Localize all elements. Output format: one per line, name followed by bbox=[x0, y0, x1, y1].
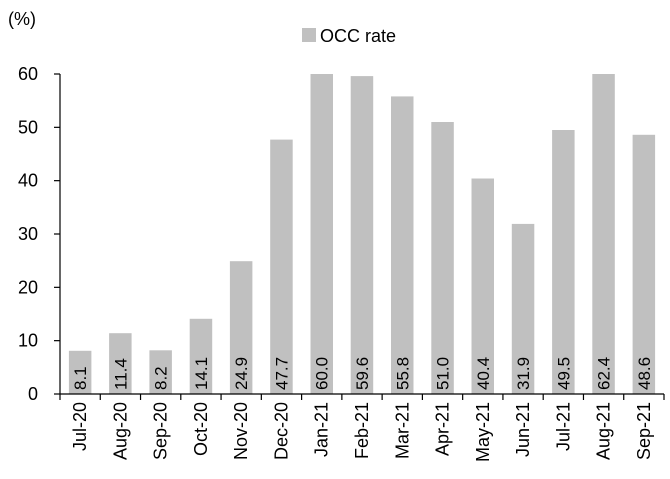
data-label-oct-20: 14.1 bbox=[192, 357, 211, 390]
bar-jul-20 bbox=[68, 350, 92, 394]
bar-sep-21 bbox=[632, 134, 656, 395]
data-label-sep-21: 48.6 bbox=[635, 357, 654, 390]
bar-oct-20 bbox=[189, 318, 213, 394]
x-tick-label: Apr-21 bbox=[433, 402, 453, 456]
x-tick-label: Jul-21 bbox=[553, 402, 573, 451]
data-label-sep-20: 8.2 bbox=[152, 366, 171, 390]
y-tick-label: 20 bbox=[18, 277, 38, 297]
bar-dec-20 bbox=[270, 139, 293, 394]
x-tick-label: May-21 bbox=[473, 402, 493, 462]
y-axis-unit-label: (%) bbox=[8, 9, 36, 29]
data-label-jul-20: 8.1 bbox=[71, 366, 90, 390]
data-label-mar-21: 55.8 bbox=[393, 357, 412, 390]
bar-nov-20 bbox=[229, 261, 253, 394]
x-tick-label: Oct-20 bbox=[191, 402, 211, 456]
bar-aug-20 bbox=[109, 333, 132, 394]
x-tick-label: Aug-20 bbox=[110, 402, 130, 460]
x-tick-label: Jul-20 bbox=[70, 402, 90, 451]
y-tick-label: 30 bbox=[18, 224, 38, 244]
data-label-jun-21: 31.9 bbox=[514, 357, 533, 390]
y-tick-label: 60 bbox=[18, 64, 38, 84]
x-tick-label: Mar-21 bbox=[392, 402, 412, 459]
bar-apr-21 bbox=[431, 122, 454, 394]
bar-aug-21 bbox=[592, 74, 615, 394]
bar-may-21 bbox=[471, 178, 494, 394]
x-tick-label: Aug-21 bbox=[594, 402, 614, 460]
legend-label: OCC rate bbox=[320, 26, 396, 46]
bar-jun-21 bbox=[511, 223, 535, 394]
data-label-feb-21: 59.6 bbox=[353, 357, 372, 390]
data-label-jan-21: 60.0 bbox=[313, 357, 332, 390]
x-tick-label: Dec-20 bbox=[272, 402, 292, 460]
y-tick-label: 40 bbox=[18, 171, 38, 191]
data-label-may-21: 40.4 bbox=[474, 357, 493, 390]
data-label-apr-21: 51.0 bbox=[434, 357, 453, 390]
x-tick-label: Sep-21 bbox=[634, 402, 654, 460]
bar-jan-21 bbox=[310, 74, 333, 394]
legend-swatch bbox=[302, 28, 316, 42]
y-tick-label: 50 bbox=[18, 117, 38, 137]
x-tick-label: Jan-21 bbox=[312, 402, 332, 457]
x-tick-label: Nov-20 bbox=[231, 402, 251, 460]
bar-sep-20 bbox=[149, 350, 172, 394]
y-axis: 0 10 20 30 40 50 60 bbox=[18, 64, 61, 404]
bar-feb-21 bbox=[350, 76, 374, 394]
y-tick-label: 0 bbox=[28, 384, 38, 404]
x-tick-label: Jun-21 bbox=[513, 402, 533, 457]
data-label-jul-21: 49.5 bbox=[554, 357, 573, 390]
x-tick-label: Feb-21 bbox=[352, 402, 372, 459]
bar-mar-21 bbox=[391, 96, 414, 395]
x-axis: Jul-20 Aug-20 Sep-20 Oct-20 Nov-20 Dec-20 Jan-… bbox=[59, 393, 665, 462]
bars-group: 8.1 11.4 8.2 14.1 24.9 47.7 60.0 59.6 55.8 51.0 40… bbox=[68, 74, 656, 395]
data-label-nov-20: 24.9 bbox=[232, 357, 251, 390]
data-label-aug-20: 11.4 bbox=[111, 358, 130, 390]
legend: OCC rate bbox=[302, 26, 396, 46]
y-tick-label: 10 bbox=[18, 331, 38, 351]
data-label-aug-21: 62.4 bbox=[595, 357, 614, 390]
data-label-dec-20: 47.7 bbox=[273, 357, 292, 390]
bar-jul-21 bbox=[552, 130, 575, 394]
x-tick-label: Sep-20 bbox=[151, 402, 171, 460]
